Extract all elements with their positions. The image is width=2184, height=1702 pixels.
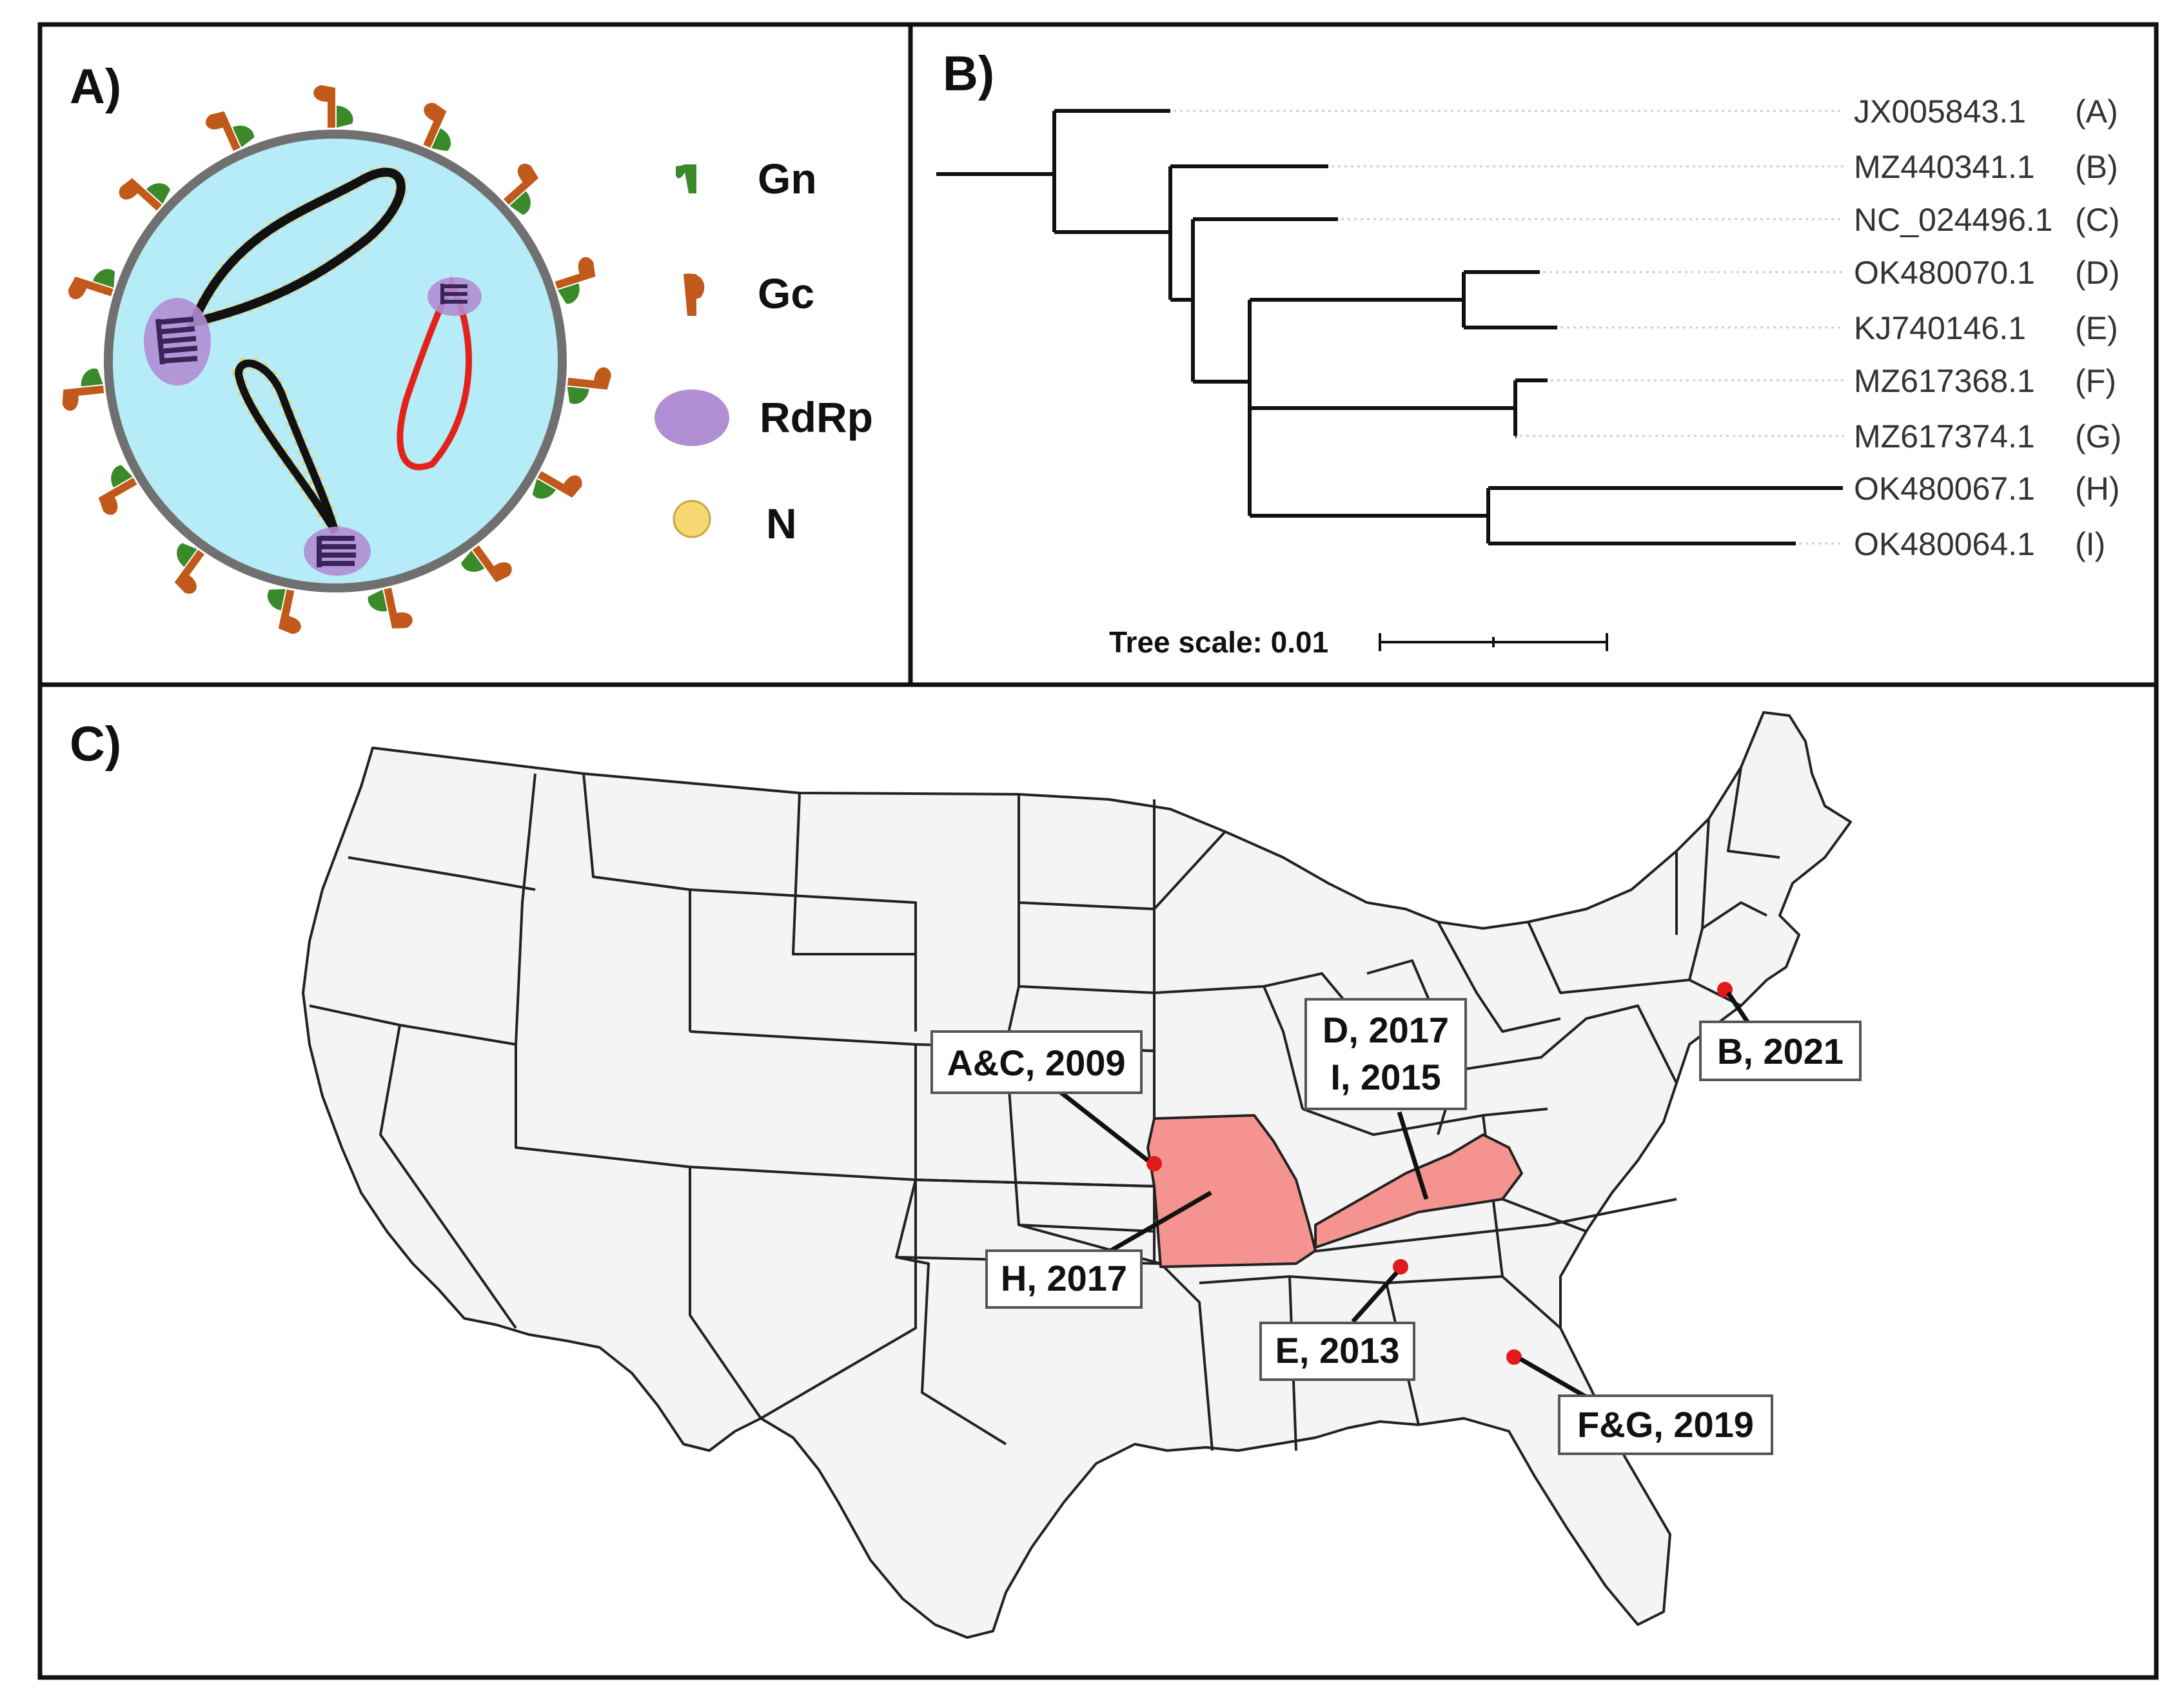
callout-label: E, 2013 (1275, 1330, 1399, 1371)
virion-legend: Gn Gc RdRp N (654, 155, 873, 547)
leaf-code: (I) (2075, 526, 2105, 562)
virion-diagram (62, 85, 611, 634)
callout-label: I, 2015 (1330, 1057, 1441, 1097)
legend-label-gc: Gc (758, 269, 814, 317)
callout-label: A&C, 2009 (947, 1042, 1125, 1083)
glycoprotein-spikes (62, 85, 611, 634)
leaf-labels: JX005843.1 (A) MZ440341.1 (B) NC_024496.… (1854, 93, 2121, 562)
leaf-accession: OK480070.1 (1854, 255, 2035, 291)
leaf-guide-lines (1174, 110, 1844, 545)
tree-scale-bar: Tree scale: 0.01 (1109, 625, 1608, 659)
callout-label: H, 2017 (1001, 1258, 1127, 1298)
callout-box-h: H, 2017 (985, 1249, 1143, 1309)
callout-label: B, 2021 (1717, 1031, 1844, 1071)
phylogenetic-tree (936, 109, 1843, 545)
leaf-accession: NC_024496.1 (1854, 202, 2053, 238)
callout-box-b: B, 2021 (1699, 1021, 1862, 1081)
rdrp-ellipse-icon (654, 389, 729, 446)
leaf-accession: OK480067.1 (1854, 471, 2035, 507)
leaf-code: (A) (2075, 93, 2118, 130)
panel-c-frame (37, 682, 2159, 1680)
tree-scale-label: Tree scale: 0.01 (1109, 625, 1328, 659)
state-highlight-missouri (1146, 1114, 1317, 1268)
virion-envelope (104, 130, 567, 592)
legend-label-n: N (766, 500, 797, 547)
leaf-accession: OK480064.1 (1854, 526, 2035, 562)
leaf-accession: MZ617374.1 (1854, 418, 2035, 455)
rdrp-complex-large (144, 298, 211, 386)
callout-label: F&G, 2019 (1577, 1404, 1754, 1445)
panel-b-label: B) (943, 46, 994, 101)
leaf-accession: MZ440341.1 (1854, 149, 2035, 185)
callout-box-fg: F&G, 2019 (1558, 1394, 1773, 1455)
us-map (302, 711, 1852, 1639)
leaf-code: (G) (2075, 418, 2121, 455)
legend-label-rdrp: RdRp (760, 393, 873, 441)
state-highlight-kentucky (1314, 1133, 1523, 1249)
genome-segment-medium (234, 359, 339, 534)
panel-c-label: C) (70, 717, 121, 772)
genome-segment-large (185, 168, 406, 329)
leaf-accession: KJ740146.1 (1854, 310, 2026, 346)
rdrp-complex-small (428, 277, 482, 316)
leaf-code: (F) (2075, 363, 2116, 399)
leaf-code: (D) (2075, 255, 2120, 291)
leaf-accession: MZ617368.1 (1854, 363, 2035, 399)
panel-a-label: A) (70, 59, 121, 114)
leaf-accession: JX005843.1 (1854, 93, 2026, 130)
sample-marker (1506, 1349, 1522, 1365)
gn-glycoprotein-icon (676, 164, 696, 193)
leaf-code: (B) (2075, 149, 2118, 185)
callout-box-ac: A&C, 2009 (930, 1030, 1143, 1094)
callout-label: D, 2017 (1323, 1010, 1449, 1050)
callout-leader-lines (1057, 992, 1751, 1400)
us-outline (302, 711, 1852, 1639)
gc-glycoprotein-icon (684, 273, 705, 316)
leaf-code: (H) (2075, 471, 2120, 507)
sample-marker (1146, 1156, 1162, 1171)
genome-segment-small-highlighted (397, 276, 472, 471)
leaf-code: (C) (2075, 202, 2120, 238)
rdrp-complex-medium (304, 527, 371, 576)
callout-box-e: E, 2013 (1259, 1322, 1415, 1381)
nucleoprotein-circle-icon (673, 500, 711, 538)
sample-marker (1393, 1259, 1408, 1275)
callout-box-di: D, 2017 I, 2015 (1304, 998, 1467, 1110)
state-borders (309, 767, 1780, 1451)
leaf-code: (E) (2075, 310, 2118, 346)
legend-label-gn: Gn (758, 155, 817, 202)
